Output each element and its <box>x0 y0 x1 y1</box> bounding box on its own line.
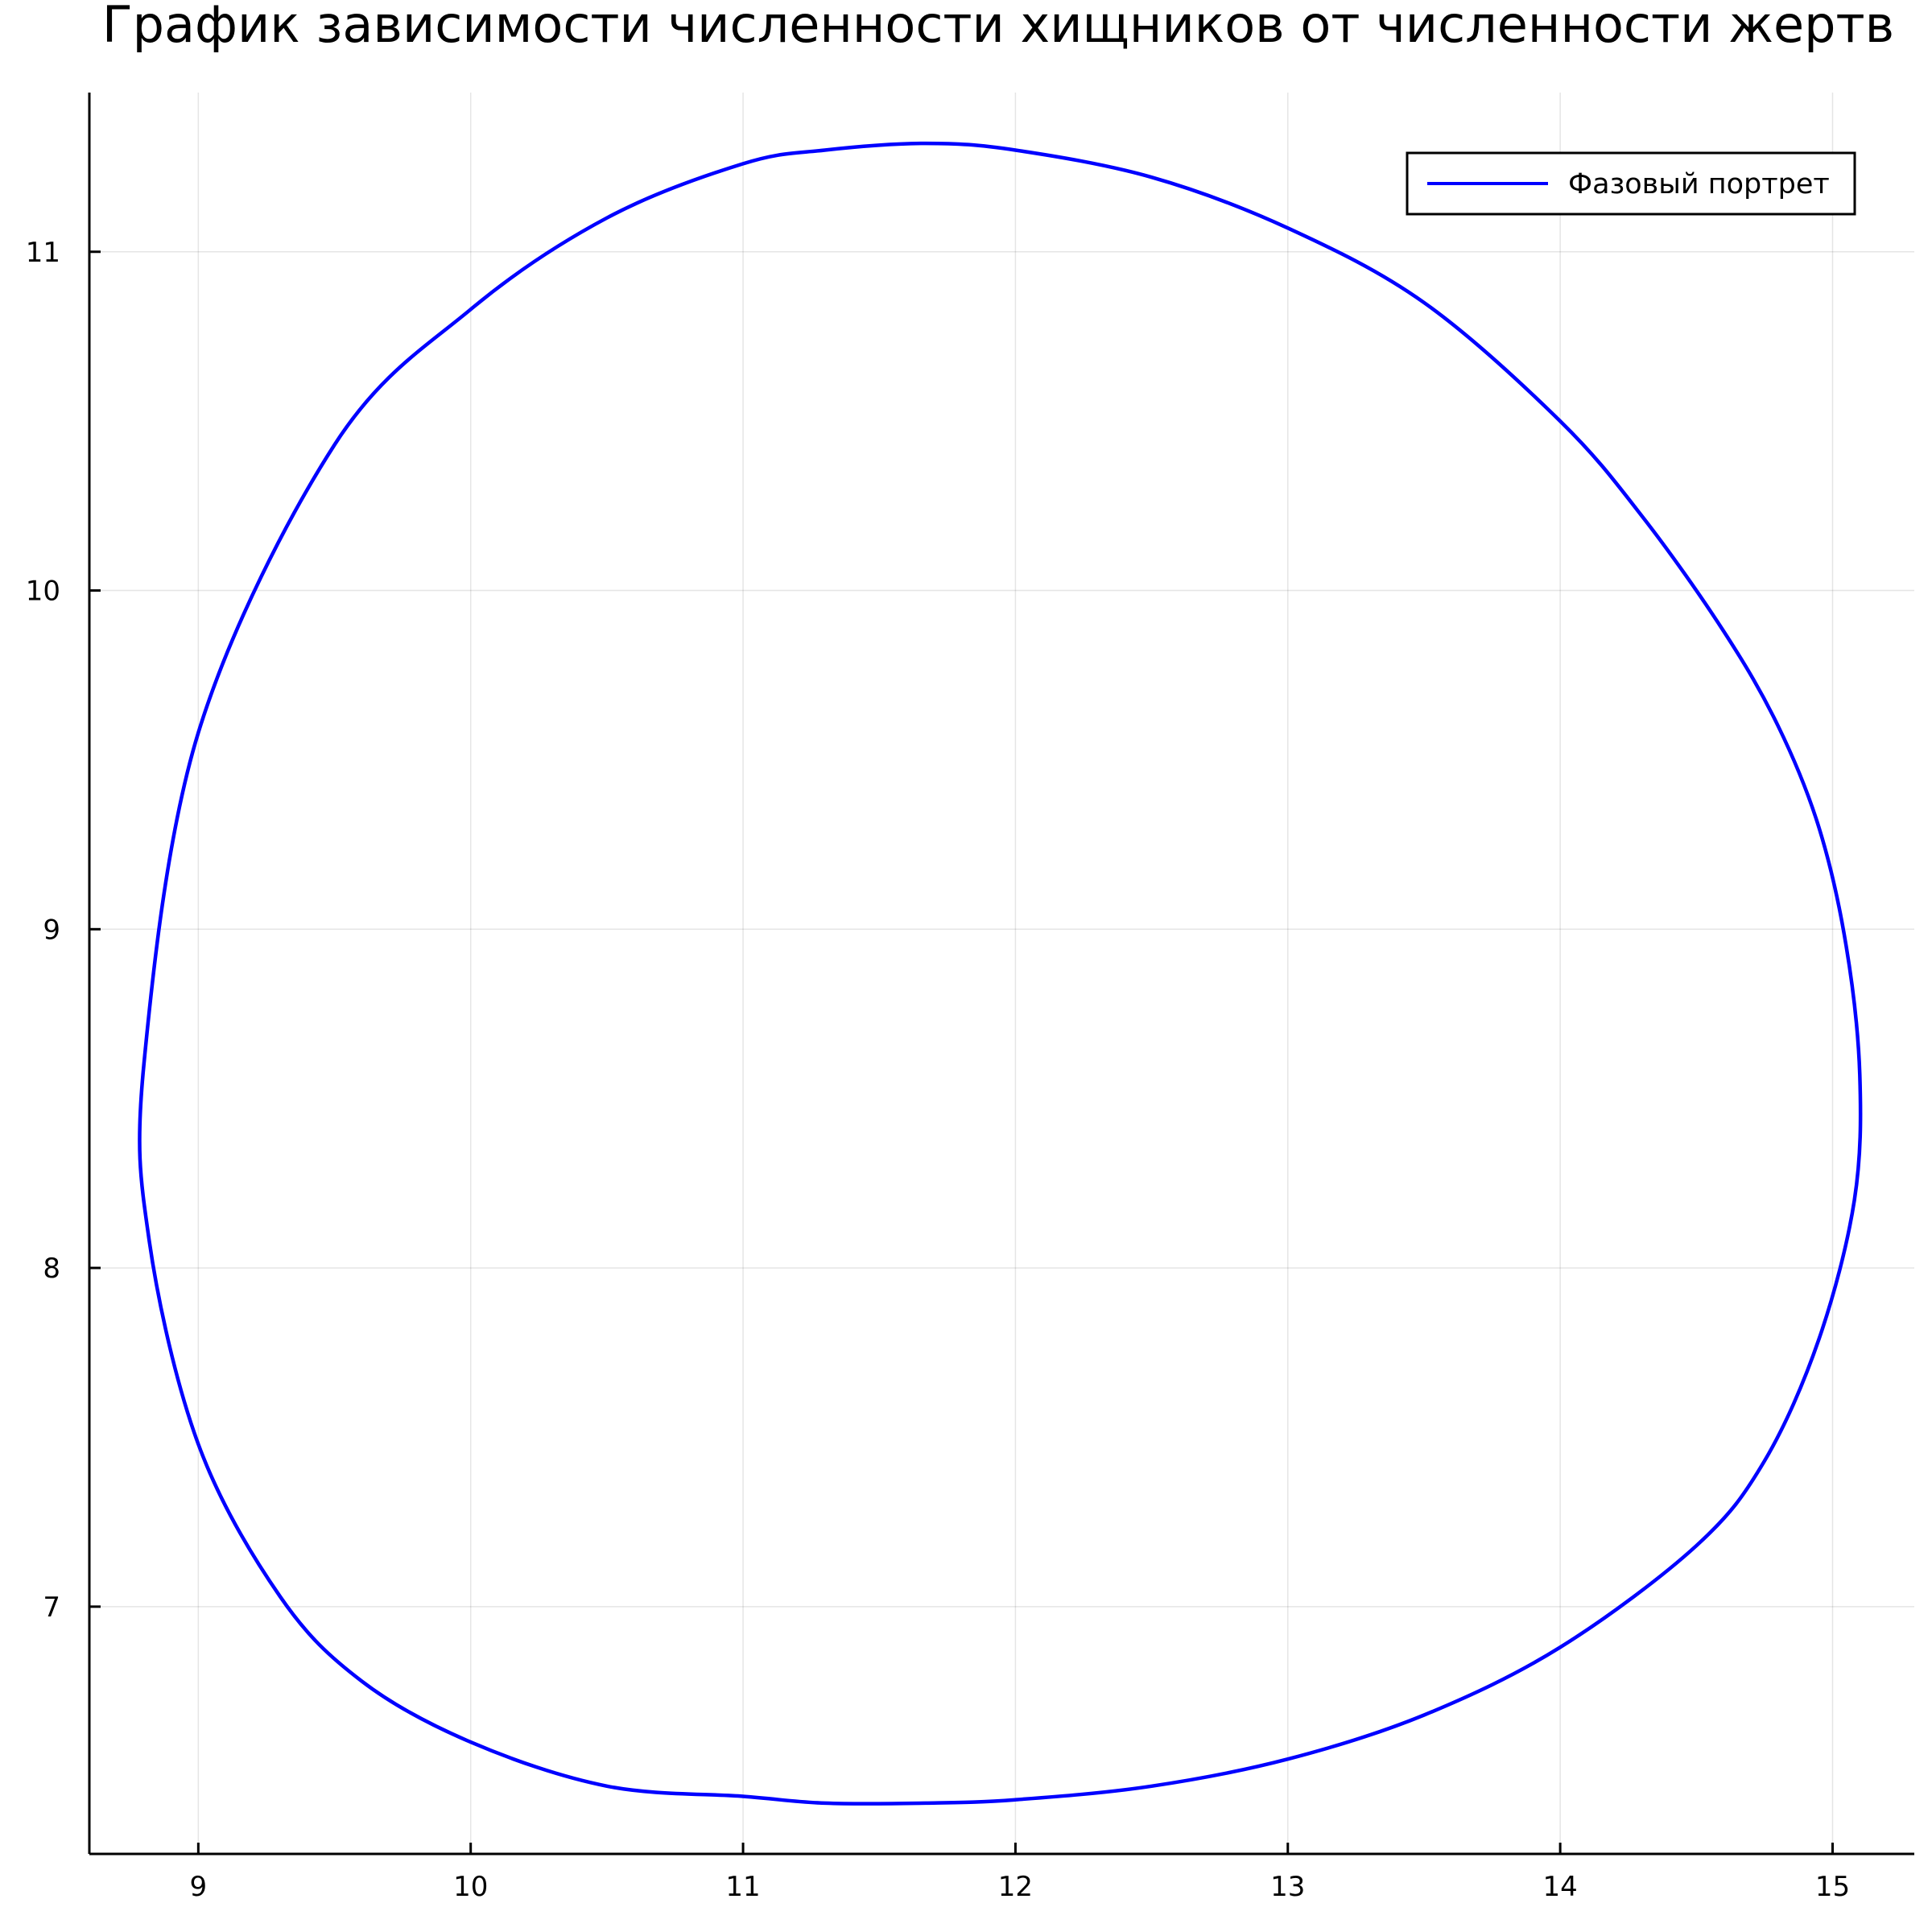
y-tick-label: 10 <box>26 576 60 608</box>
ticks: 9 10 11 12 13 14 15 7 8 9 10 11 <box>26 237 1850 1903</box>
grid-lines <box>89 93 1914 1854</box>
y-tick-label: 9 <box>43 914 60 946</box>
series-layer <box>138 141 1863 1806</box>
legend-label: Фазовый портрет <box>1568 168 1830 200</box>
chart-title: График зависимости численности хищников … <box>102 0 1894 54</box>
legend: Фазовый портрет <box>1406 151 1856 216</box>
x-tick-label: 9 <box>190 1871 208 1903</box>
x-tick-label: 12 <box>998 1871 1033 1903</box>
y-tick-label: 11 <box>26 237 60 269</box>
series-line-phase-portrait <box>138 141 1863 1806</box>
x-tick-label: 10 <box>453 1871 488 1903</box>
y-tick-label: 8 <box>43 1253 60 1285</box>
axes <box>88 93 1914 1856</box>
x-tick-label: 13 <box>1270 1871 1305 1903</box>
x-tick-label: 14 <box>1543 1871 1578 1903</box>
x-tick-label: 15 <box>1815 1871 1850 1903</box>
y-tick-label: 7 <box>43 1591 60 1624</box>
x-tick-label: 11 <box>725 1871 760 1903</box>
